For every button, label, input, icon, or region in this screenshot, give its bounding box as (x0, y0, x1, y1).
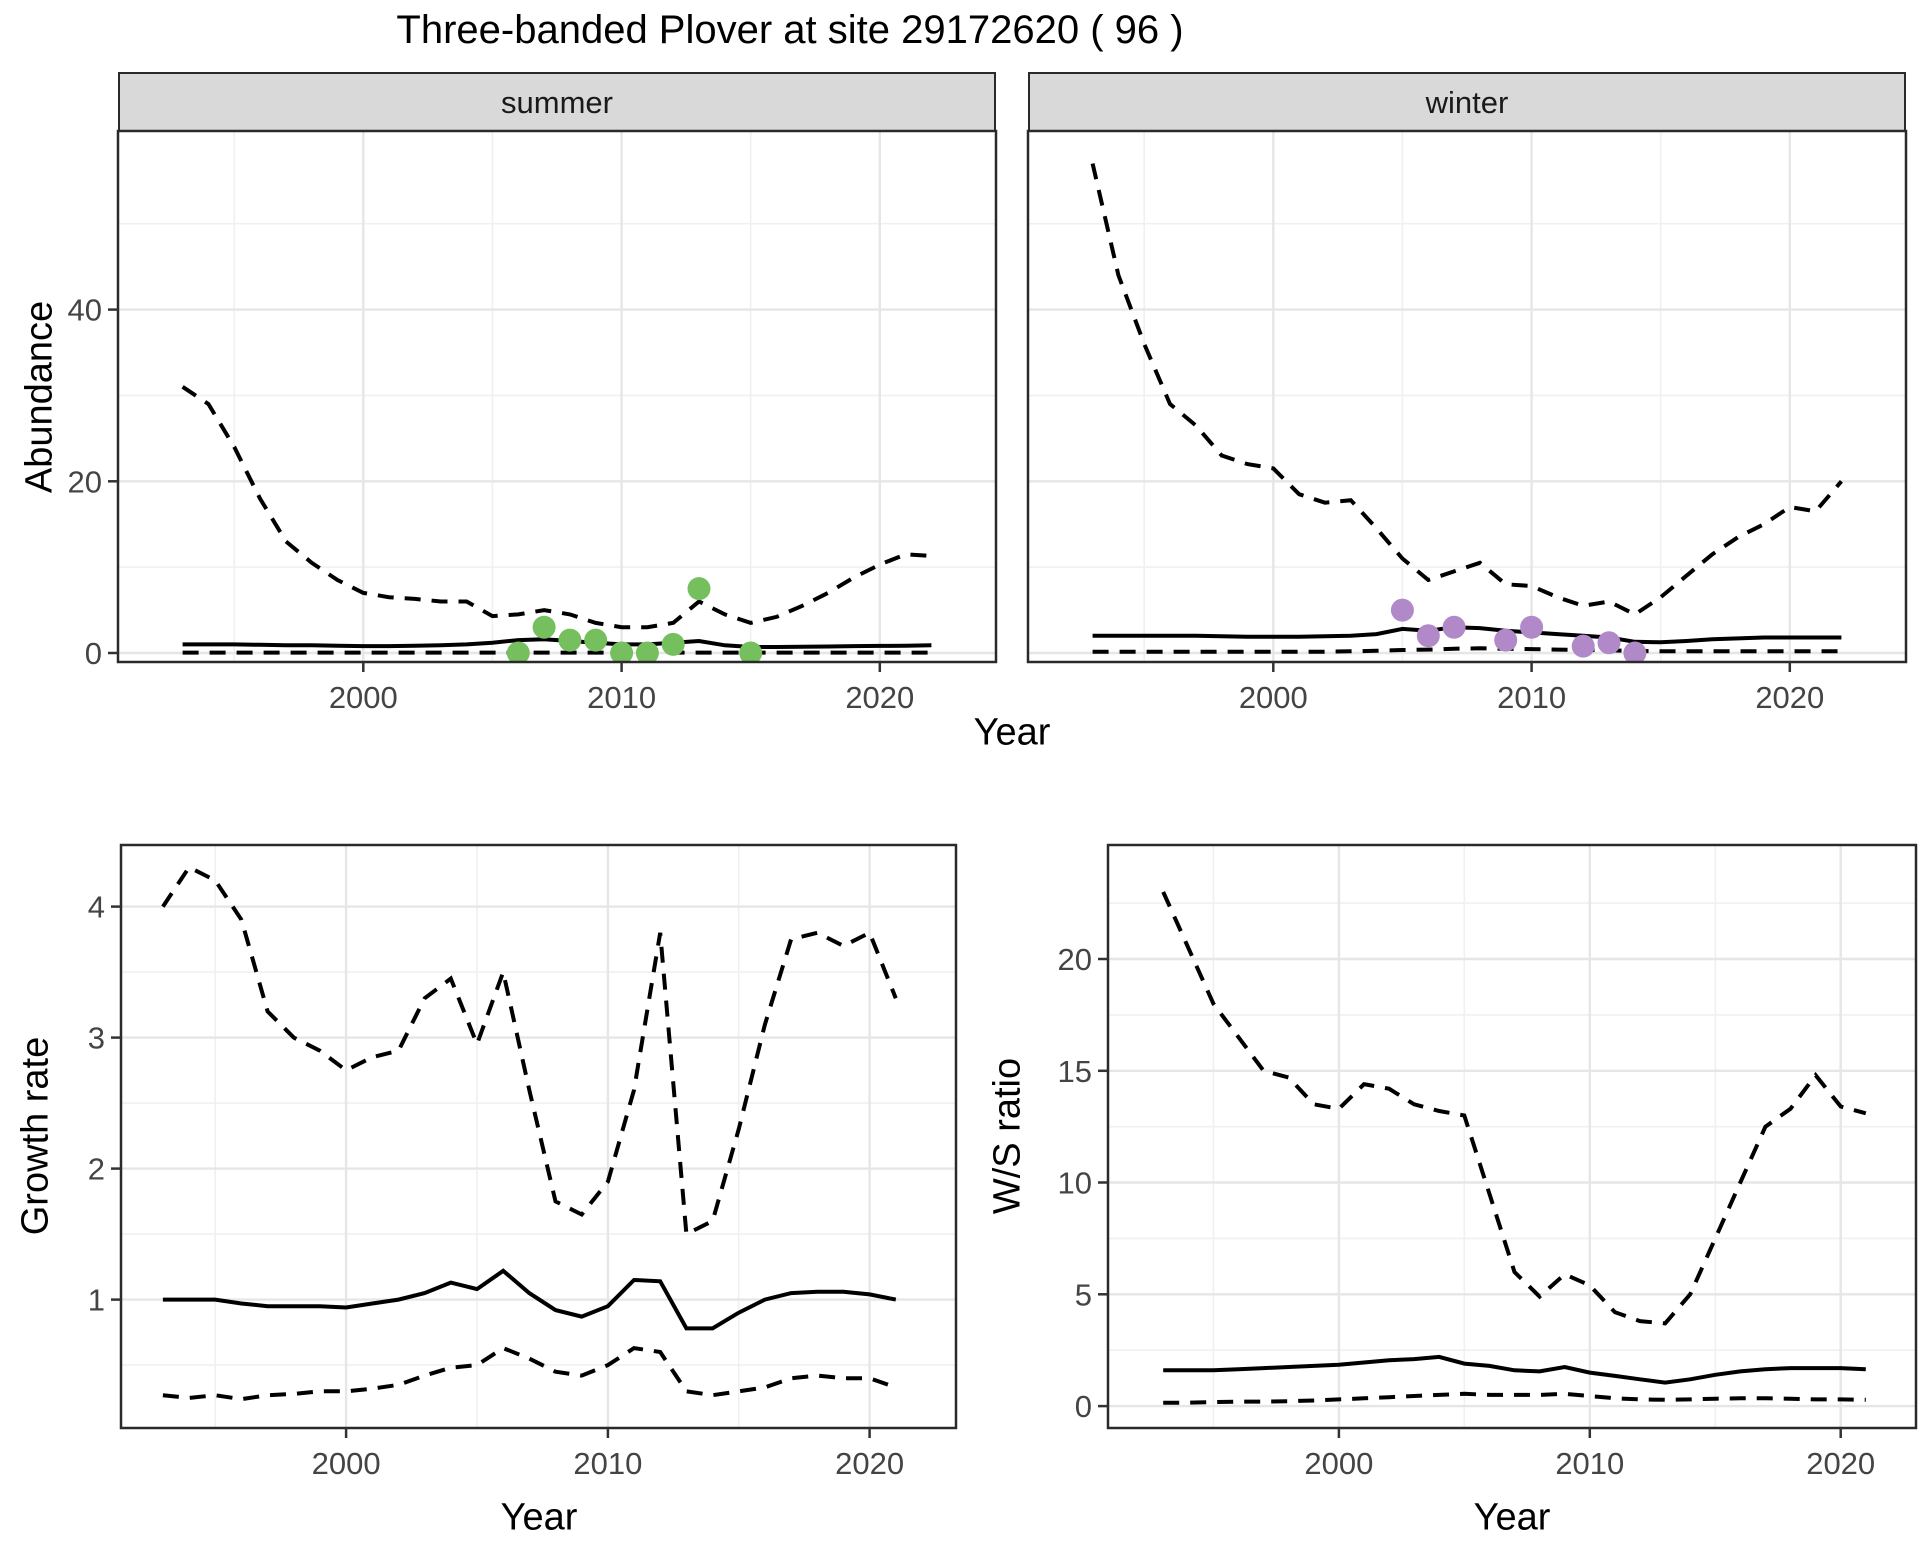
panel-abundance-summer: 2000 2010 2020 0 20 40 (68, 129, 998, 715)
y-tick-label: 10 (1058, 1166, 1092, 1201)
observed-count-summer-point (635, 641, 659, 662)
series-median-line (1092, 625, 1842, 645)
panel-border (119, 843, 958, 1430)
observed-count-winter-point (1494, 628, 1518, 652)
x-tick-label: 2020 (835, 1446, 904, 1481)
series-upper-95ci-line (1090, 163, 1843, 617)
y-axis-title-ws-ratio: W/S ratio (986, 1057, 1029, 1215)
observed-count-summer-point (687, 577, 711, 601)
series-upper-95ci-line (181, 385, 932, 630)
x-tick-label: 2000 (312, 1446, 381, 1481)
panel-border (1026, 129, 1908, 664)
y-tick-label: 20 (68, 464, 102, 499)
panel-abundance-winter: 2000 2010 2020 (1026, 129, 1908, 715)
series-lower-95ci-line (1163, 1391, 1866, 1405)
x-tick-label: 2010 (587, 680, 656, 715)
series-median-line (1163, 1354, 1866, 1385)
observed-count-summer-point (610, 641, 634, 662)
series-median-line (182, 637, 932, 649)
chart-title: Three-banded Plover at site 29172620 ( 9… (396, 8, 1184, 52)
x-axis-title-top: Year (973, 711, 1051, 754)
observed-count-summer-point (661, 632, 685, 656)
observed-count-winter-point (1442, 615, 1466, 639)
panel-growth-rate: 2000 2010 2020 1 2 3 4 (88, 843, 958, 1481)
observed-count-winter-point (1416, 624, 1440, 648)
x-tick-label: 2020 (1806, 1446, 1875, 1481)
panel-ws-ratio: 2000 2010 2020 0 5 10 15 20 (1058, 843, 1918, 1481)
observed-count-summer-point (558, 628, 582, 652)
y-tick-label: 5 (1075, 1277, 1092, 1312)
x-tick-label: 2010 (1497, 680, 1566, 715)
observed-count-winter-point (1390, 598, 1414, 622)
panel-background (1028, 131, 1906, 662)
y-axis-title-growth-rate: Growth rate (14, 1036, 57, 1236)
x-tick-label: 2000 (1304, 1446, 1373, 1481)
facet-label-winter: winter (1425, 84, 1509, 120)
observed-count-winter-point (1571, 634, 1595, 658)
observed-count-summer-point (739, 641, 763, 662)
panel-background (1108, 845, 1916, 1428)
panel-background (118, 131, 996, 662)
observed-count-winter-point (1623, 641, 1647, 662)
series-upper-95ci-line (1161, 891, 1867, 1326)
y-axis-title-abundance: Abundance (18, 300, 61, 494)
y-tick-label: 3 (88, 1021, 105, 1056)
x-tick-label: 2020 (845, 680, 914, 715)
panel-background (121, 845, 956, 1428)
x-tick-label: 2000 (329, 680, 398, 715)
observed-count-winter-point (1520, 615, 1544, 639)
y-tick-label: 0 (1075, 1389, 1092, 1424)
y-tick-label: 1 (88, 1283, 105, 1318)
y-tick-label: 40 (68, 293, 102, 328)
x-axis-title-ws-ratio: Year (1473, 1496, 1551, 1539)
x-tick-label: 2000 (1239, 680, 1308, 715)
series-median-line (162, 1268, 897, 1331)
x-axis-title-growth-rate: Year (500, 1496, 578, 1539)
y-tick-label: 0 (85, 636, 102, 671)
observed-count-summer-point (506, 641, 530, 662)
observed-count-summer-point (532, 615, 556, 639)
x-tick-label: 2010 (1555, 1446, 1624, 1481)
facet-strip-summer: summer (118, 72, 996, 133)
panel-border (116, 129, 998, 664)
x-tick-label: 2010 (573, 1446, 642, 1481)
x-tick-label: 2020 (1755, 680, 1824, 715)
observed-count-winter-point (1597, 631, 1621, 655)
y-tick-label: 20 (1058, 942, 1092, 977)
series-upper-95ci-line (161, 864, 898, 1238)
panel-border (1106, 843, 1918, 1430)
series-lower-95ci-line (162, 1345, 897, 1402)
y-tick-label: 2 (88, 1152, 105, 1187)
observed-count-summer-point (584, 628, 608, 652)
series-lower-95ci-line (1092, 646, 1842, 654)
facet-label-summer: summer (501, 84, 613, 120)
y-tick-label: 4 (88, 890, 105, 925)
y-tick-label: 15 (1058, 1054, 1092, 1089)
